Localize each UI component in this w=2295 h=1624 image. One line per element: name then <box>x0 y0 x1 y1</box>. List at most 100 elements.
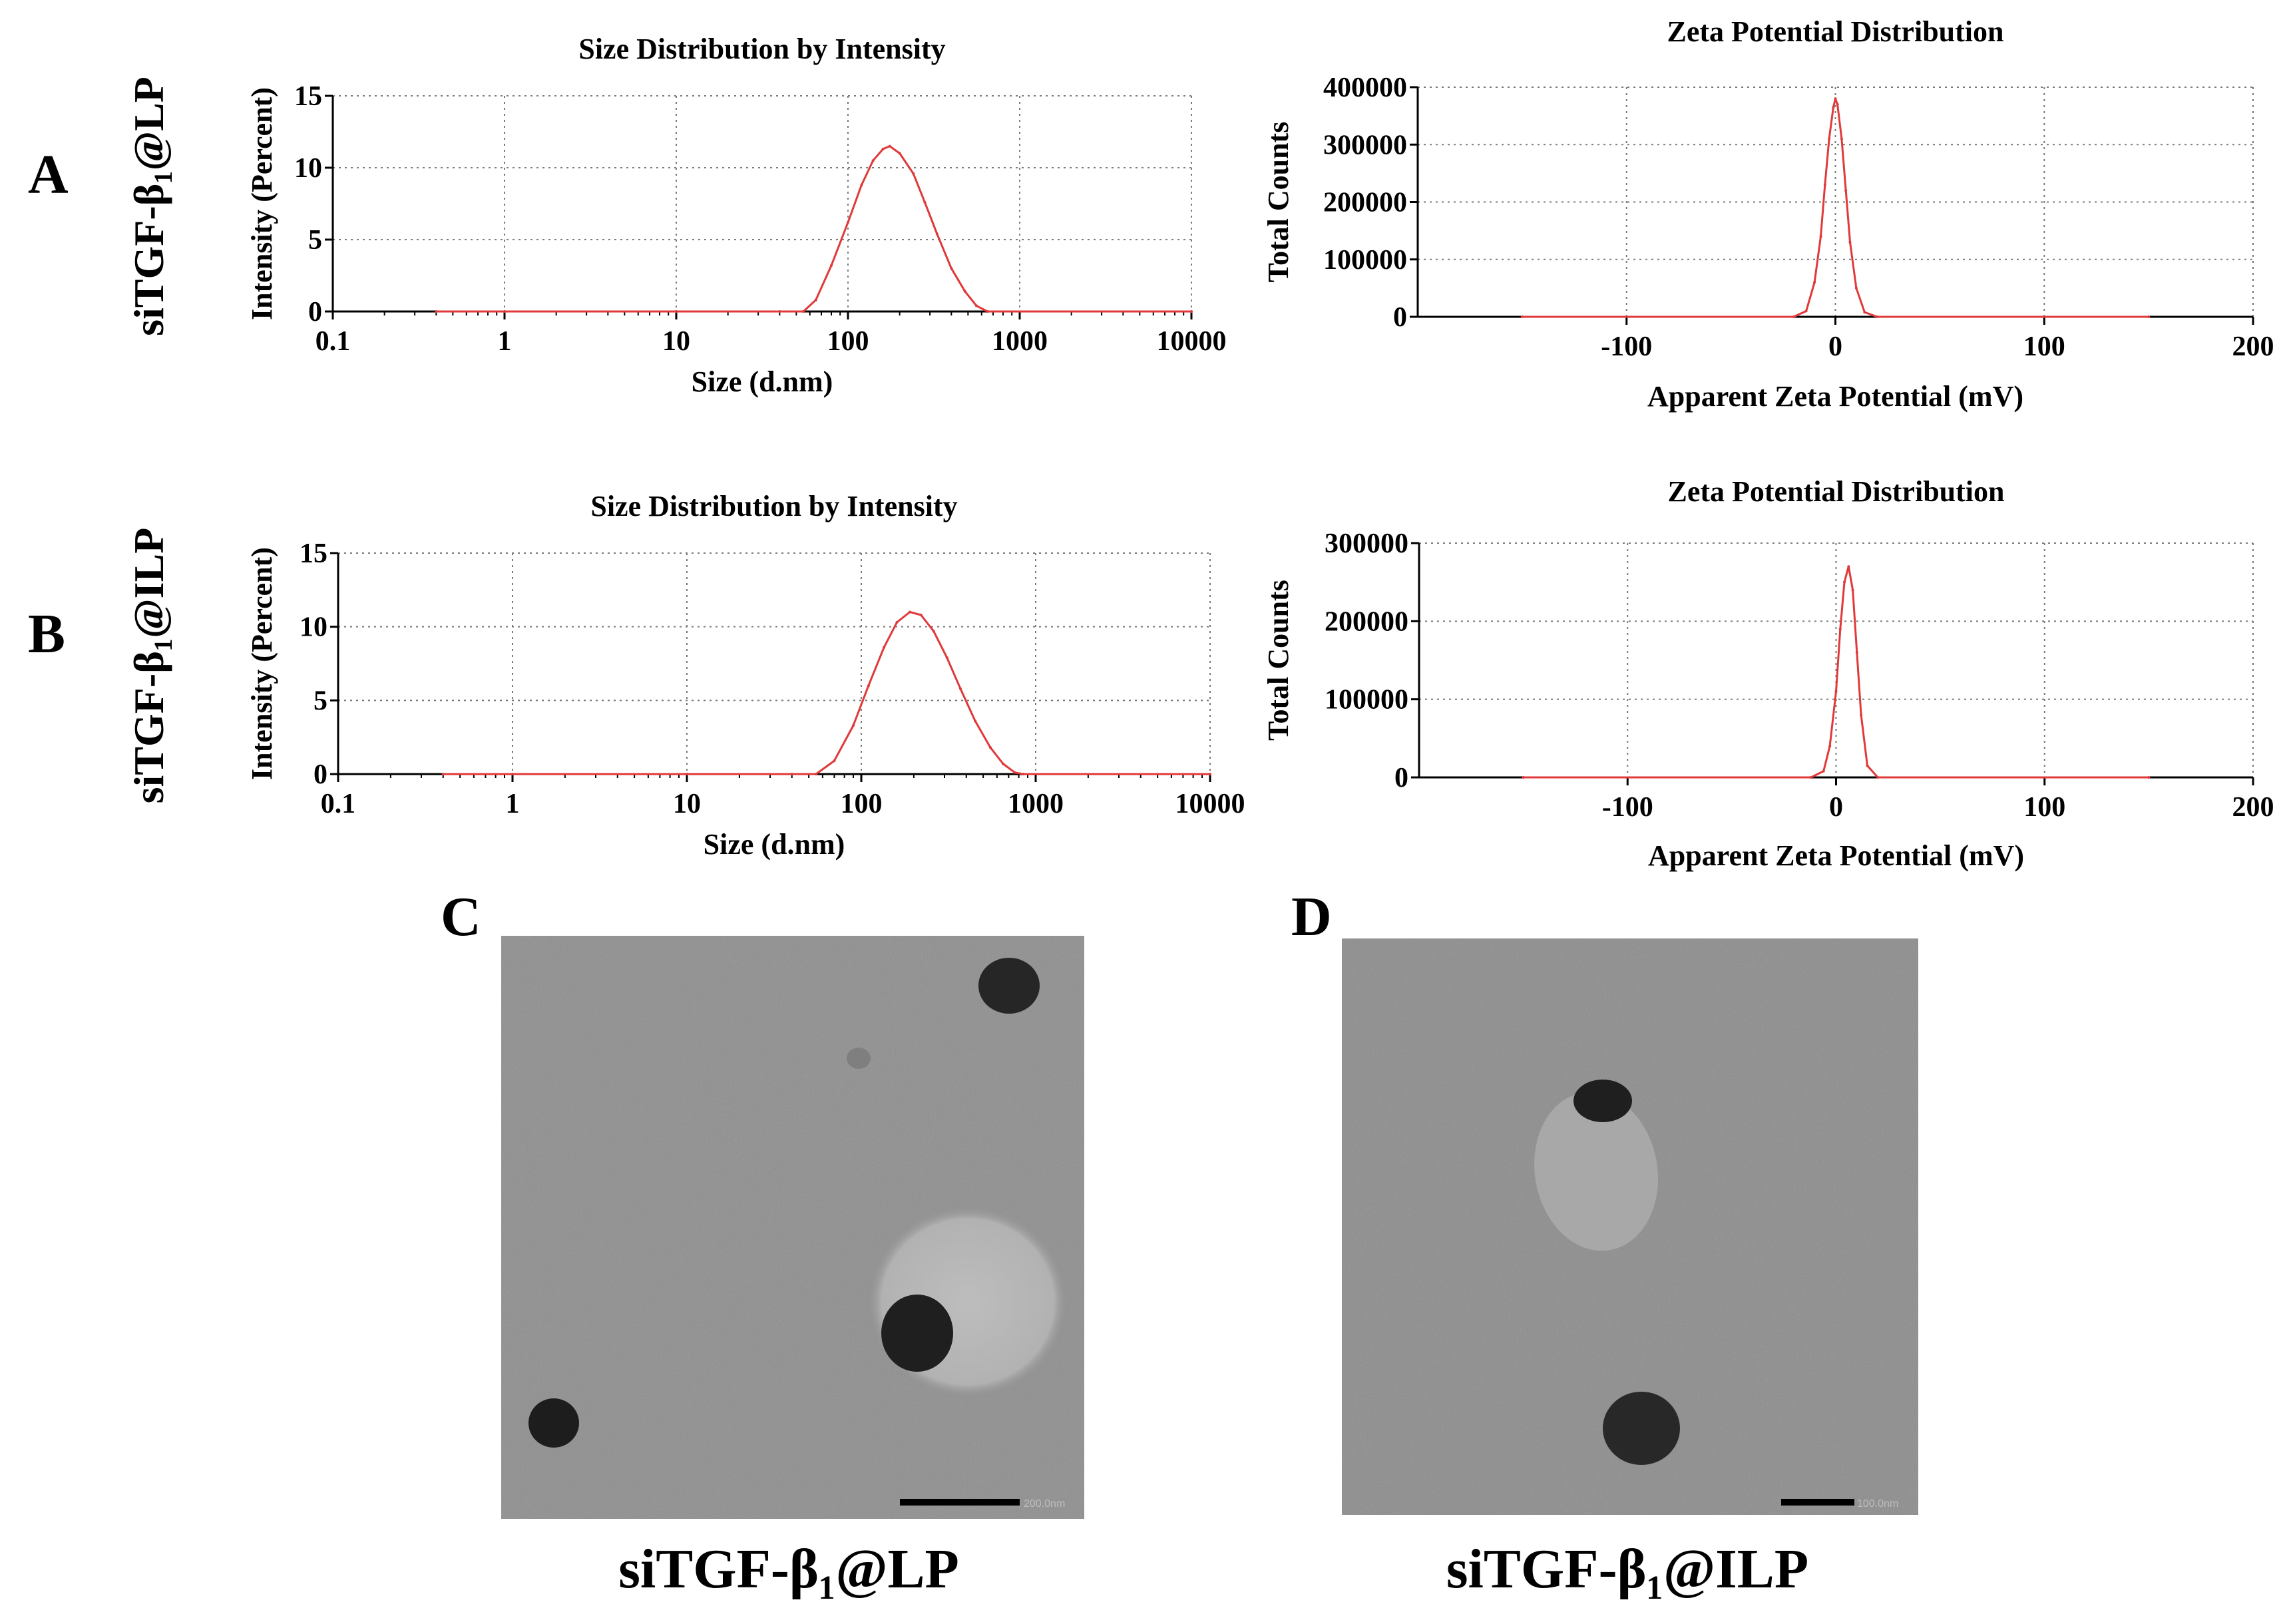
y-tick-label: 0 <box>1393 302 1407 333</box>
data-point <box>975 304 978 307</box>
tem-image-d: 100.0nm <box>1342 938 1918 1515</box>
series-line <box>1523 565 2149 779</box>
data-point <box>686 773 688 775</box>
data-point <box>1834 97 1837 101</box>
data-point <box>814 773 817 775</box>
y-tick-label: 0 <box>1394 763 1408 793</box>
x-tick-label: 1 <box>498 326 512 357</box>
row-label-a: siTGF-β₁@LP <box>125 77 172 336</box>
x-tick-label: 10 <box>673 789 701 819</box>
data-point <box>503 310 506 313</box>
data-point <box>881 147 885 150</box>
data-point <box>1209 773 1211 775</box>
data-point <box>852 723 855 727</box>
y-tick-label: 0 <box>313 759 327 790</box>
nanoparticle <box>1603 1392 1680 1465</box>
x-tick-label: 10 <box>662 326 690 357</box>
panel-label-b: B <box>28 603 65 665</box>
x-axis-label: Size (d.nm) <box>692 365 833 398</box>
chart-title: Size Distribution by Intensity <box>578 33 945 65</box>
tem-caption-c: siTGF-β₁@LP <box>618 1538 959 1600</box>
data-point <box>435 310 438 313</box>
data-point <box>860 183 863 186</box>
x-tick-label: -100 <box>1601 331 1652 362</box>
data-point <box>963 290 966 293</box>
data-point <box>1823 183 1826 186</box>
y-axis-label: Intensity (Percent) <box>246 547 278 780</box>
data-point <box>923 200 927 204</box>
y-tick-label: 5 <box>313 686 327 716</box>
data-point <box>1813 281 1816 284</box>
x-tick-label: 0 <box>1828 331 1842 362</box>
data-point <box>511 773 514 775</box>
data-point <box>1847 565 1850 568</box>
chart-title: Size Distribution by Intensity <box>590 490 957 522</box>
data-point <box>1876 776 1880 779</box>
data-point <box>1838 628 1842 631</box>
data-point <box>867 684 870 688</box>
scale-bar-label: 200.0nm <box>1024 1498 1065 1510</box>
x-axis-label: Apparent Zeta Potential (mV) <box>1647 380 2023 413</box>
data-point <box>1836 102 1839 106</box>
data-point <box>935 232 939 236</box>
series-line <box>443 611 1210 775</box>
data-point <box>802 310 805 313</box>
scale-bar-label: 100.0nm <box>1857 1498 1898 1510</box>
data-point <box>974 719 977 723</box>
panel-label-d: D <box>1291 886 1332 948</box>
size-distribution-chart-a: 0.1 1 10 100 1000 10000 0 5 10 15 Size Distributio… <box>246 33 1227 398</box>
data-point <box>945 656 948 660</box>
data-point <box>2147 776 2151 779</box>
nanoparticle <box>528 1398 579 1448</box>
chart-title: Zeta Potential Distribution <box>1668 475 2005 508</box>
x-tick-label: 0 <box>1829 792 1843 823</box>
data-point <box>1819 235 1822 238</box>
data-point <box>1522 776 1525 779</box>
x-axis-label: Size (d.nm) <box>704 828 845 861</box>
size-distribution-chart-b: 0.1 1 10 100 1000 10000 0 5 10 15 Size Distributio… <box>246 490 1245 861</box>
scale-bar <box>1781 1499 1854 1506</box>
data-point <box>1854 286 1858 290</box>
data-point <box>919 613 923 616</box>
x-tick-label: 100 <box>827 326 869 357</box>
data-point <box>1001 762 1004 765</box>
x-tick-label: 0.1 <box>315 326 351 357</box>
data-point <box>912 172 915 175</box>
data-point <box>814 298 817 302</box>
data-point <box>1828 137 1831 140</box>
x-tick-label: 1000 <box>992 326 1048 357</box>
y-tick-label: 100000 <box>1325 685 1408 715</box>
data-point <box>1860 713 1863 717</box>
data-point <box>986 310 989 313</box>
x-tick-label: 100 <box>841 789 883 819</box>
data-point <box>1013 771 1016 774</box>
row-label-b: siTGF-β₁@ILP <box>125 528 172 804</box>
data-point <box>1851 588 1854 592</box>
data-point <box>1828 745 1832 748</box>
data-point <box>958 687 962 690</box>
y-tick-label: 200000 <box>1325 606 1408 637</box>
x-tick-label: 100 <box>2023 792 2065 823</box>
data-point <box>778 310 781 313</box>
vesicle-halo <box>1534 1092 1658 1251</box>
tem-caption-d: siTGF-β₁@ILP <box>1446 1538 1808 1600</box>
y-tick-label: 400000 <box>1323 73 1407 103</box>
panel-label-c: C <box>441 886 481 948</box>
data-point <box>1866 764 1869 767</box>
data-point <box>2147 315 2151 318</box>
chart-title: Zeta Potential Distribution <box>1667 15 2004 48</box>
data-point <box>888 144 891 148</box>
y-tick-label: 200000 <box>1323 188 1407 218</box>
y-axis-label: Intensity (Percent) <box>246 87 278 320</box>
y-tick-label: 0 <box>308 297 322 327</box>
x-tick-label: 100 <box>2023 331 2065 362</box>
y-axis-label: Total Counts <box>1262 580 1295 741</box>
x-tick-label: 10000 <box>1175 789 1245 819</box>
y-tick-label: 5 <box>308 225 322 256</box>
y-tick-label: 10 <box>294 153 322 184</box>
data-point <box>1855 651 1858 654</box>
zeta-potential-chart-a: -100 0 100 200 0 100000 200000 300000 400000 Zeta… <box>1262 15 2274 413</box>
x-tick-label: 1 <box>506 789 520 819</box>
y-tick-label: 15 <box>300 538 327 569</box>
data-point <box>1843 580 1846 584</box>
